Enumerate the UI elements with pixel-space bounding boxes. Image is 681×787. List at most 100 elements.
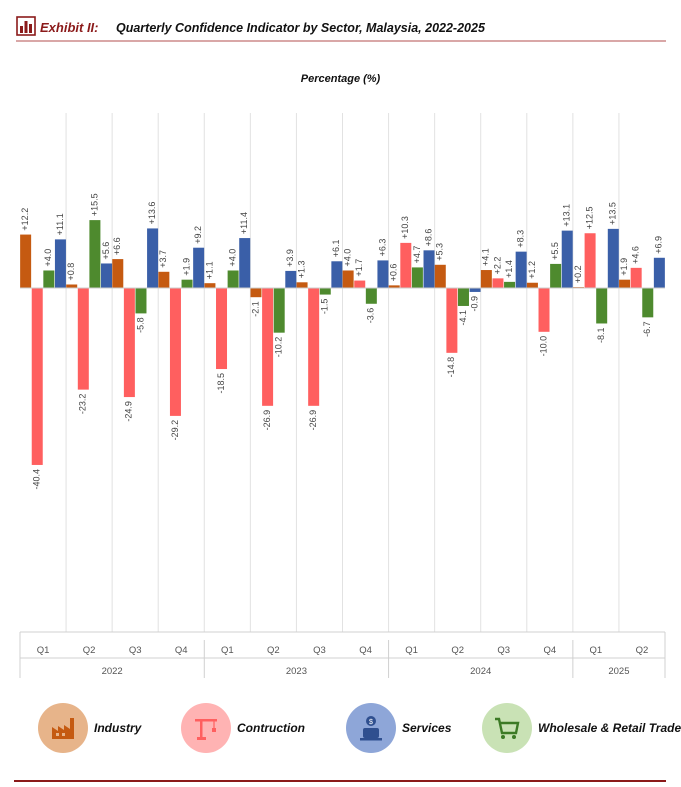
legend-label: Contruction xyxy=(237,721,305,735)
data-label: +5.5 xyxy=(550,242,560,260)
data-label: -5.8 xyxy=(135,317,145,333)
x-tick-label: Q2 xyxy=(451,645,464,656)
data-label: +6.1 xyxy=(331,240,341,258)
bar xyxy=(158,271,170,288)
x-tick-label: Q2 xyxy=(267,645,280,656)
cart-icon xyxy=(482,703,532,753)
services-icon: $ xyxy=(346,703,396,753)
data-label: +13.5 xyxy=(608,202,618,225)
bar xyxy=(354,280,366,288)
bar xyxy=(123,288,135,398)
bar xyxy=(492,278,504,288)
x-tick-label: Q4 xyxy=(543,645,556,656)
x-tick-label: Q2 xyxy=(636,645,649,656)
data-label: +11.4 xyxy=(239,212,249,234)
data-label: +3.7 xyxy=(158,250,168,268)
bar xyxy=(642,288,654,318)
bar xyxy=(20,234,32,288)
data-label: +6.3 xyxy=(377,239,387,257)
data-label: +11.1 xyxy=(55,213,65,235)
data-label: +2.2 xyxy=(492,257,502,275)
bar xyxy=(227,270,239,288)
data-label: +0.8 xyxy=(66,263,76,281)
x-tick-label: Q3 xyxy=(497,645,510,656)
bar xyxy=(89,220,101,288)
bar xyxy=(469,288,481,292)
bar xyxy=(101,263,113,288)
bar xyxy=(596,288,608,324)
data-label: -26.9 xyxy=(308,410,318,431)
bar xyxy=(319,288,331,295)
legend-item-construction: Contruction xyxy=(181,703,305,753)
data-label: -10.2 xyxy=(274,337,284,358)
data-label: +4.1 xyxy=(481,248,491,266)
legend-label: Services xyxy=(402,721,452,735)
bar xyxy=(31,288,43,465)
footer-divider xyxy=(14,780,666,782)
bar xyxy=(504,281,516,288)
bar xyxy=(262,288,274,406)
x-tick-label: Q3 xyxy=(129,645,142,656)
data-label: +8.3 xyxy=(516,230,526,248)
data-label: -2.1 xyxy=(250,301,260,317)
data-label: +1.9 xyxy=(619,258,629,276)
y-axis-label: Percentage (%) xyxy=(300,73,381,85)
data-label: -4.1 xyxy=(458,310,468,326)
bar xyxy=(480,270,492,288)
bar xyxy=(561,230,573,288)
bar xyxy=(239,238,251,288)
data-label: +6.6 xyxy=(112,237,122,255)
bar xyxy=(66,284,78,288)
year-label: 2023 xyxy=(286,666,307,677)
bar xyxy=(653,257,665,288)
year-label: 2022 xyxy=(102,666,123,677)
data-label: +13.6 xyxy=(147,202,157,225)
data-label: +3.9 xyxy=(285,249,295,267)
data-label: -14.8 xyxy=(446,357,456,378)
bar xyxy=(112,259,124,288)
x-tick-label: Q1 xyxy=(37,645,50,656)
data-label: -26.9 xyxy=(262,410,272,431)
bar xyxy=(54,239,66,288)
x-tick-label: Q4 xyxy=(175,645,188,656)
bar xyxy=(619,279,631,288)
data-label: -6.7 xyxy=(642,321,652,337)
data-label: +13.1 xyxy=(562,204,572,227)
header-divider xyxy=(16,40,666,42)
exhibit-number: Exhibit II: xyxy=(40,20,99,35)
data-label: +5.3 xyxy=(435,243,445,261)
bar xyxy=(296,282,308,288)
bar xyxy=(388,285,400,288)
data-label: -29.2 xyxy=(170,420,180,441)
data-label: -40.4 xyxy=(32,469,42,490)
data-label: +15.5 xyxy=(89,193,99,216)
bar xyxy=(147,228,159,288)
legend-item-services: $ Services xyxy=(346,703,451,753)
crane-icon xyxy=(181,703,231,753)
bar xyxy=(400,242,412,288)
x-tick-label: Q2 xyxy=(83,645,96,656)
legend-label: Industry xyxy=(94,721,142,735)
data-label: +9.2 xyxy=(193,226,203,244)
bar xyxy=(607,228,619,288)
bar xyxy=(342,270,354,288)
bar xyxy=(515,251,527,288)
data-label: +12.5 xyxy=(584,206,594,229)
data-label: +6.9 xyxy=(654,236,664,254)
data-label: +4.0 xyxy=(227,249,237,267)
bar xyxy=(250,288,262,298)
data-label: +1.7 xyxy=(354,259,364,277)
data-label: +5.6 xyxy=(101,242,111,260)
data-label: -1.5 xyxy=(320,299,330,315)
bar xyxy=(169,288,181,416)
legend-label: Wholesale & Retail Trade xyxy=(538,721,681,735)
bar xyxy=(365,288,377,304)
x-tick-label: Q4 xyxy=(359,645,372,656)
data-label: +12.2 xyxy=(20,208,30,231)
bar xyxy=(331,261,343,288)
chart-title: Quarterly Confidence Indicator by Sector… xyxy=(116,21,485,35)
bar xyxy=(43,270,55,288)
bar xyxy=(457,288,469,306)
data-label: +4.7 xyxy=(412,246,422,264)
legend-item-wholesale: Wholesale & Retail Trade xyxy=(482,703,681,753)
